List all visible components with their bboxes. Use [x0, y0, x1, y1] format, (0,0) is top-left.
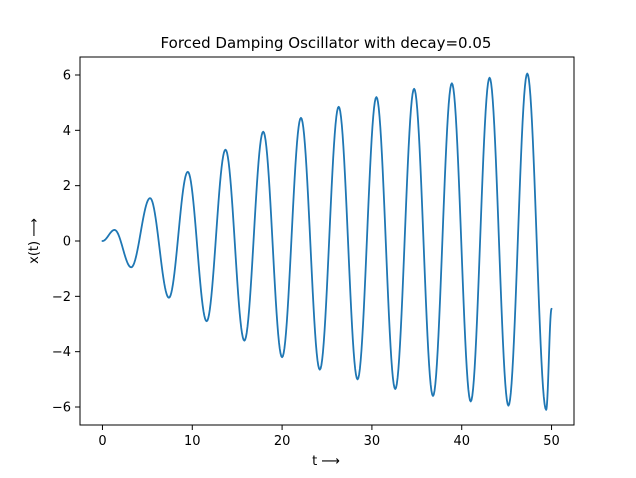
y-tick-label: 4 [63, 124, 71, 139]
x-axis: 0 10 20 30 40 50 [98, 425, 560, 449]
y-tick-label: −4 [52, 345, 71, 360]
y-tick-label: 2 [63, 179, 71, 194]
y-tick-label: 6 [63, 68, 71, 83]
y-axis-label: x(t) ⟶ [27, 218, 42, 264]
y-axis: −6 −4 −2 0 2 4 6 [52, 68, 80, 416]
x-tick-label: 0 [98, 434, 106, 449]
x-tick-label: 30 [364, 434, 381, 449]
x-tick-label: 20 [274, 434, 291, 449]
y-tick-label: −2 [52, 290, 71, 305]
x-axis-label: t ⟶ [312, 454, 340, 469]
plot-area-frame [79, 56, 575, 426]
chart-title: Forced Damping Oscillator with decay=0.0… [161, 34, 492, 52]
y-tick-label: 0 [63, 235, 71, 250]
series-group [101, 72, 553, 411]
y-tick-label: −6 [52, 401, 71, 416]
series-line [101, 72, 553, 411]
x-tick-label: 10 [184, 434, 201, 449]
x-tick-label: 40 [453, 434, 470, 449]
x-tick-label: 50 [543, 434, 560, 449]
